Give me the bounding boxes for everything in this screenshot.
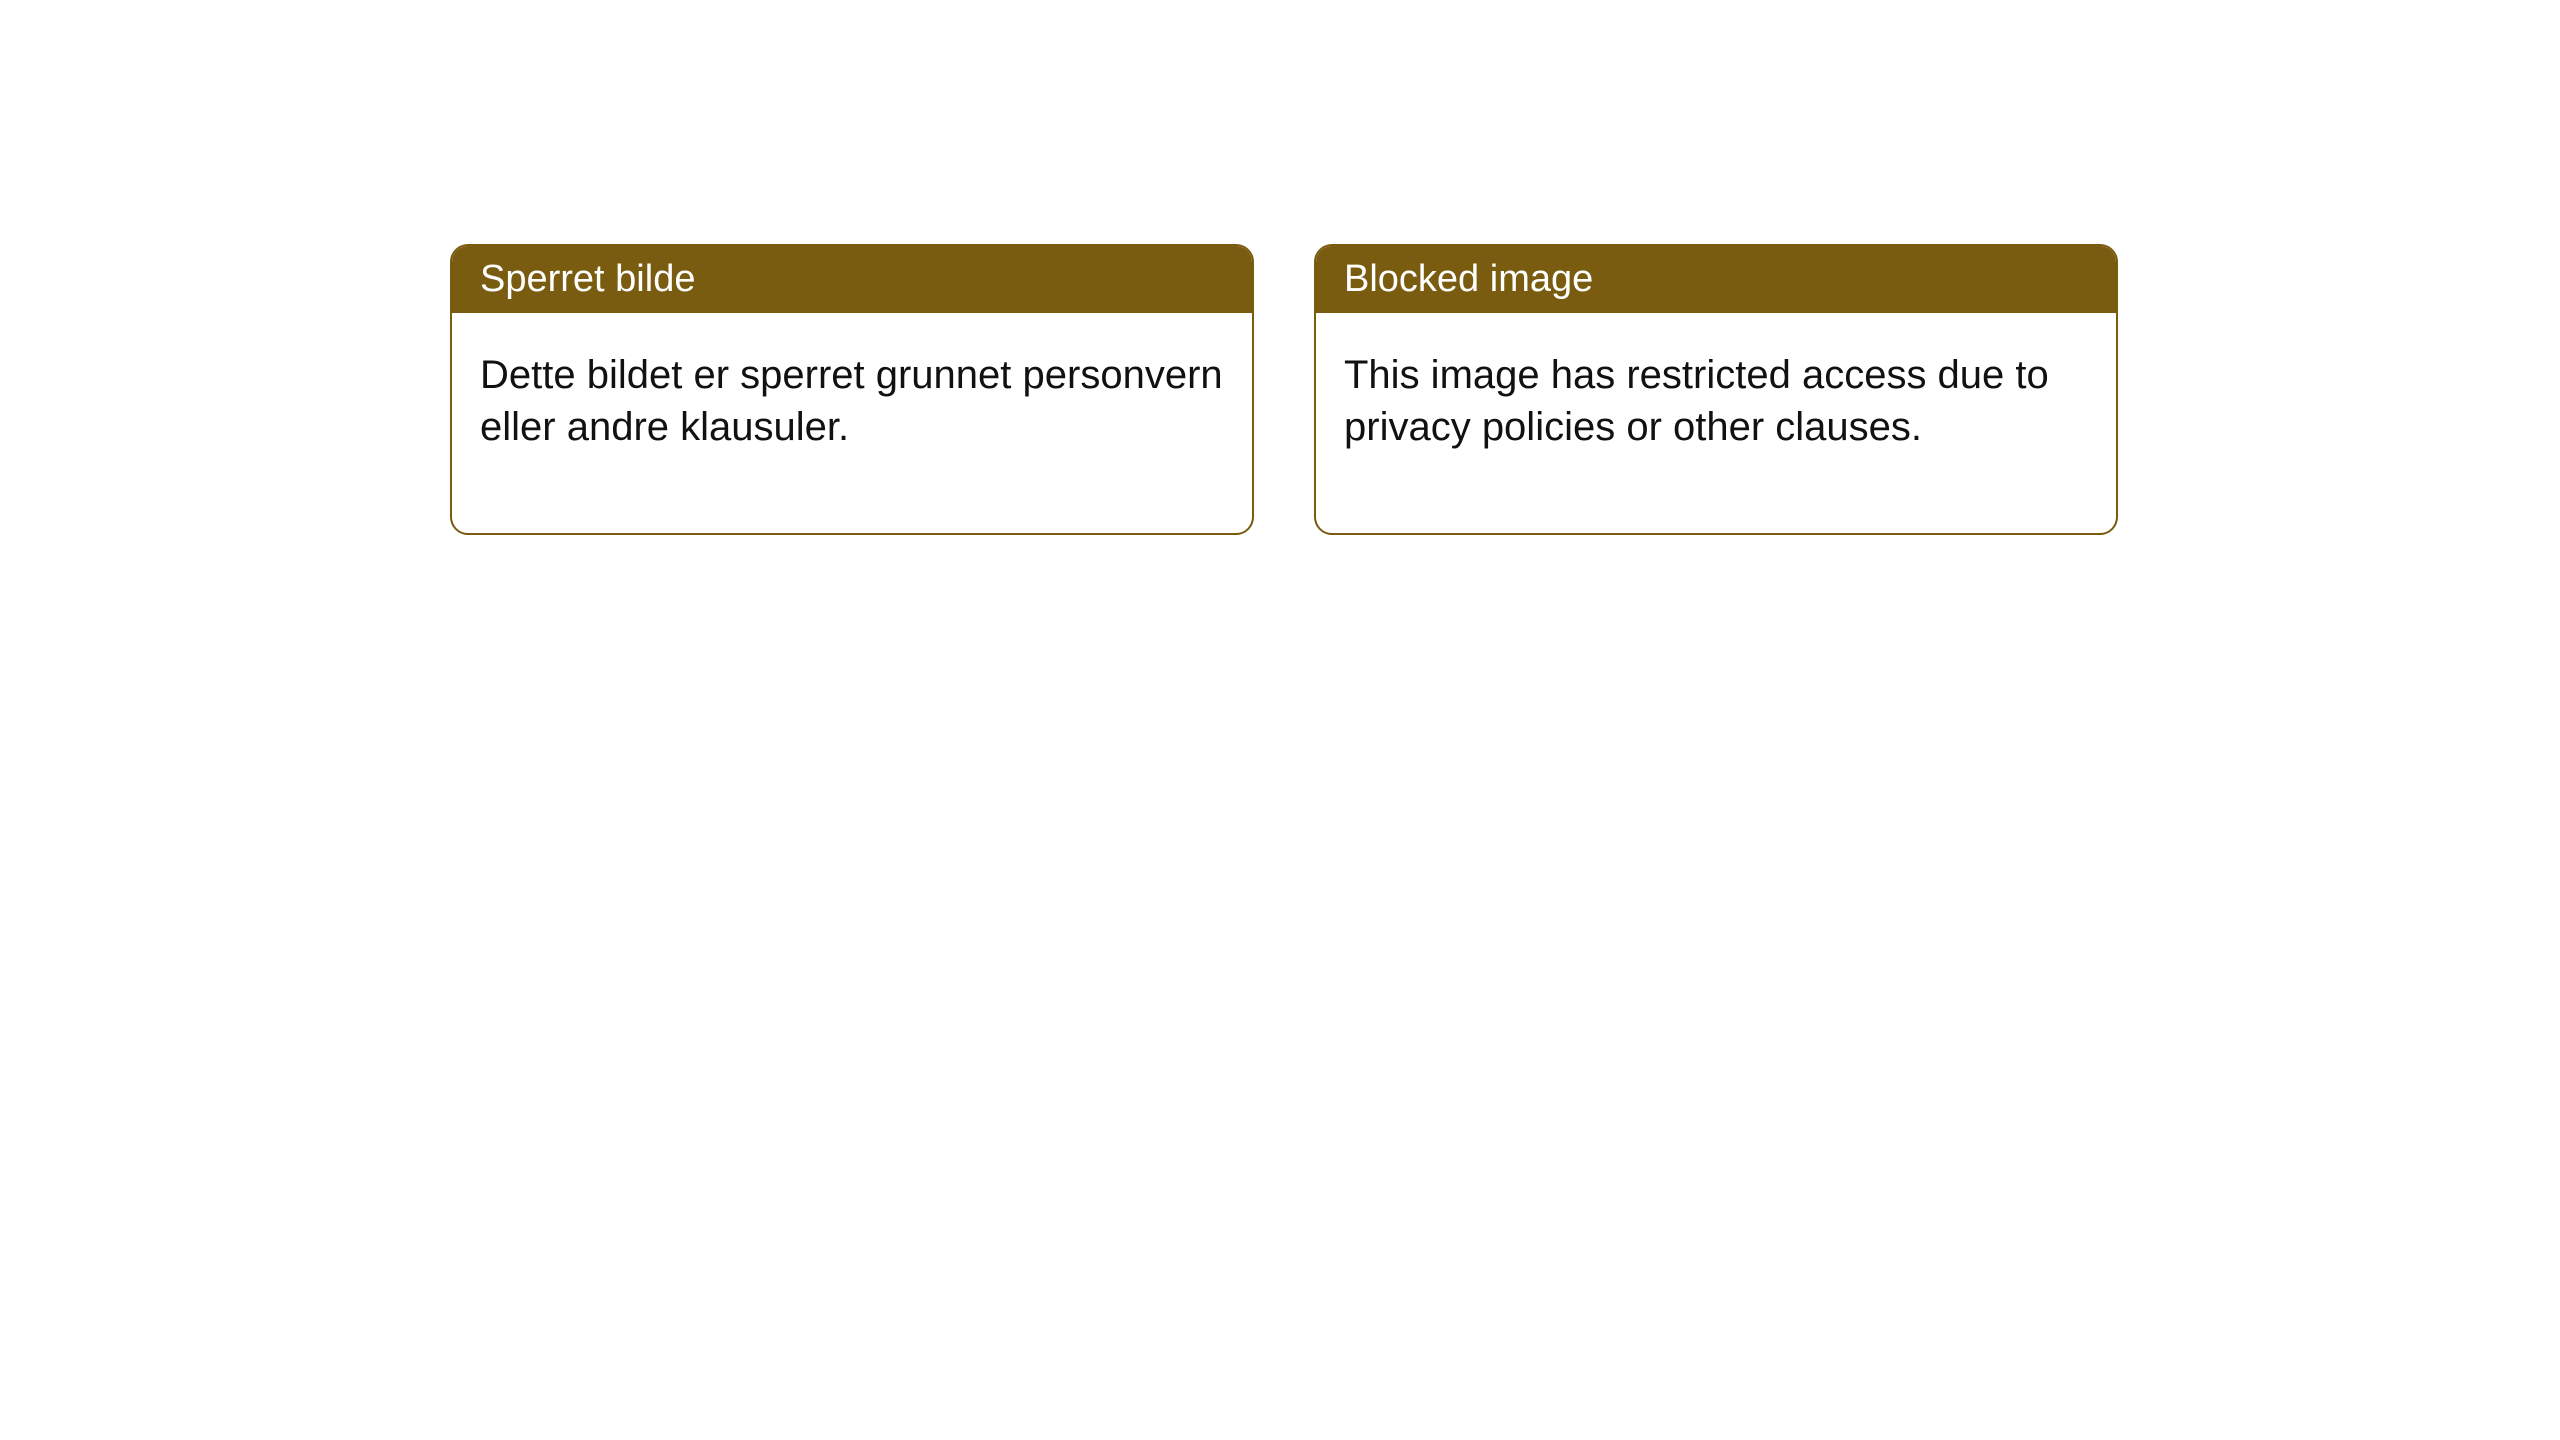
notice-card-norwegian: Sperret bilde Dette bildet er sperret gr… xyxy=(450,244,1254,535)
notice-container: Sperret bilde Dette bildet er sperret gr… xyxy=(450,244,2118,535)
notice-header-english: Blocked image xyxy=(1316,246,2116,313)
notice-title-norwegian: Sperret bilde xyxy=(480,258,695,300)
notice-text-english: This image has restricted access due to … xyxy=(1344,353,2049,449)
notice-text-norwegian: Dette bildet er sperret grunnet personve… xyxy=(480,353,1223,449)
notice-header-norwegian: Sperret bilde xyxy=(452,246,1252,313)
notice-body-english: This image has restricted access due to … xyxy=(1316,313,2116,533)
notice-body-norwegian: Dette bildet er sperret grunnet personve… xyxy=(452,313,1252,533)
notice-title-english: Blocked image xyxy=(1344,258,1593,300)
notice-card-english: Blocked image This image has restricted … xyxy=(1314,244,2118,535)
